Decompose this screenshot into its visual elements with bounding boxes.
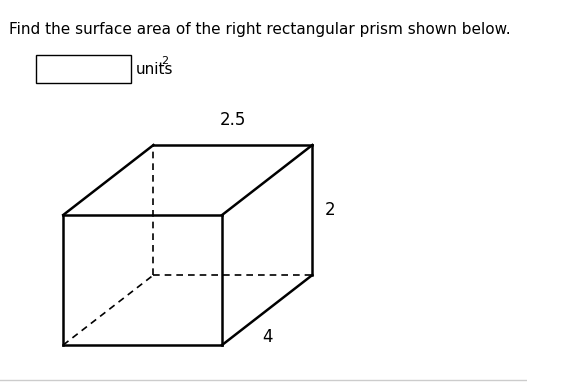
Text: 2: 2 (325, 201, 336, 219)
FancyBboxPatch shape (36, 55, 131, 83)
Text: Find the surface area of the right rectangular prism shown below.: Find the surface area of the right recta… (9, 22, 510, 37)
Text: 2: 2 (161, 56, 168, 66)
Text: 2.5: 2.5 (220, 111, 246, 129)
Text: 4: 4 (262, 328, 273, 346)
Text: units: units (135, 62, 173, 77)
